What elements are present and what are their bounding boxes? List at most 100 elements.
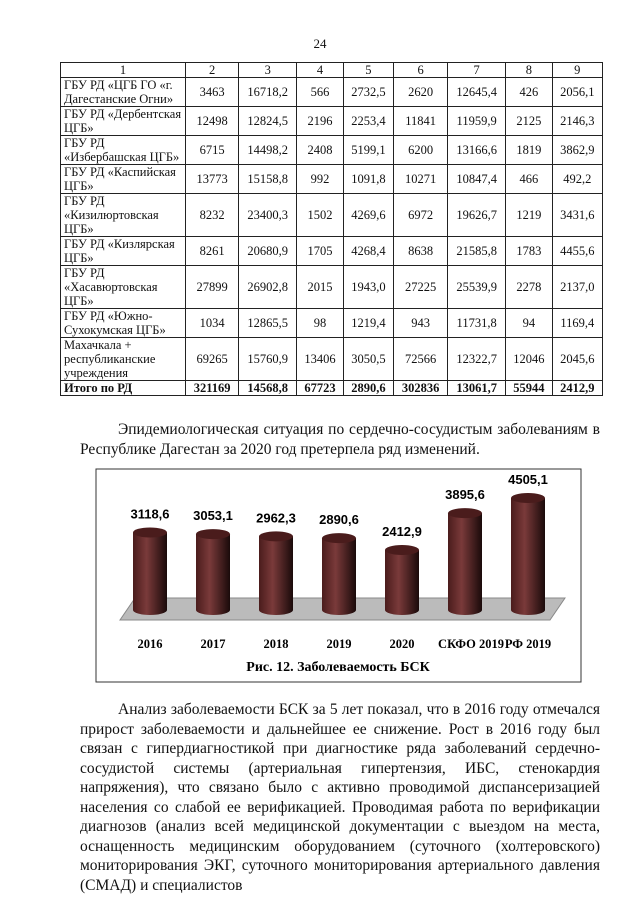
table-cell: 94 — [505, 308, 553, 338]
table-row: ГБУ РД «Дербентская ЦГБ» 12498 12824,5 2196… — [60, 106, 604, 136]
table-cell: 3431,6 — [551, 193, 604, 237]
table-cell: ГБУ РД «Южно-Сухокумская ЦГБ» — [60, 308, 186, 338]
paragraph: Эпидемиологическая ситуация по сердечно-… — [80, 421, 600, 458]
header-cell: 9 — [551, 62, 604, 78]
table-cell: 992 — [296, 164, 344, 194]
table-cell: 27225 — [393, 265, 449, 309]
table-cell: 2278 — [505, 265, 553, 309]
table-cell: 1943,0 — [342, 265, 395, 309]
table-cell: 14498,2 — [238, 135, 298, 165]
bar-top — [385, 545, 419, 556]
table-cell: 2196 — [296, 106, 344, 136]
table-cell: 492,2 — [551, 164, 604, 194]
table-cell: 321169 — [184, 380, 240, 396]
table-cell: 27899 — [184, 265, 240, 309]
table-cell: 1034 — [184, 308, 240, 338]
table-cell: 1091,8 — [342, 164, 395, 194]
table-cell: 13061,7 — [447, 380, 507, 396]
table-cell: 4269,6 — [342, 193, 395, 237]
table-cell: 19626,7 — [447, 193, 507, 237]
table-row: Махачкала + республиканские учреждения 69… — [60, 337, 604, 381]
table-cell: Итого по РД — [60, 380, 186, 396]
table-cell: 72566 — [393, 337, 449, 381]
table-cell: 1219 — [505, 193, 553, 237]
table-cell: 13406 — [296, 337, 344, 381]
table-row: Итого по РД 321169 14568,8 67723 2890,6 30283… — [60, 380, 604, 396]
table-cell: 302836 — [393, 380, 449, 396]
table-cell: 426 — [505, 77, 553, 107]
table-cell: ГБУ РД «Избербашская ЦГБ» — [60, 135, 186, 165]
table-row: ГБУ РД «Каспийская ЦГБ» 13773 15158,8 992 10… — [60, 164, 604, 194]
table-cell: 55944 — [505, 380, 553, 396]
table-cell: 1219,4 — [342, 308, 395, 338]
table-cell: 13773 — [184, 164, 240, 194]
value-label: 4505,1 — [508, 472, 548, 487]
table-cell: 10847,4 — [447, 164, 507, 194]
table-cell: 67723 — [296, 380, 344, 396]
table-cell: 566 — [296, 77, 344, 107]
table-cell: 16718,2 — [238, 77, 298, 107]
table-cell: 4268,4 — [342, 236, 395, 266]
category-label: РФ 2019 — [505, 637, 551, 651]
table-cell: 12645,4 — [447, 77, 507, 107]
table-cell: Махачкала + республиканские учреждения — [60, 337, 186, 381]
table-cell: ГБУ РД «Кизилюртовская ЦГБ» — [60, 193, 186, 237]
table-cell: 12046 — [505, 337, 553, 381]
table-cell: 6200 — [393, 135, 449, 165]
table-cell: 12824,5 — [238, 106, 298, 136]
table-cell: 943 — [393, 308, 449, 338]
value-label: 2962,3 — [256, 510, 296, 525]
category-label: 2020 — [390, 637, 415, 651]
bar-top — [322, 533, 356, 544]
header-cell: 4 — [296, 62, 344, 78]
table-cell: 2732,5 — [342, 77, 395, 107]
table-cell: 5199,1 — [342, 135, 395, 165]
bar-top — [133, 527, 167, 538]
bar — [385, 550, 419, 615]
table-cell: 6715 — [184, 135, 240, 165]
table-cell: 6972 — [393, 193, 449, 237]
table-cell: 98 — [296, 308, 344, 338]
category-label: 2017 — [201, 637, 226, 651]
value-label: 3053,1 — [193, 508, 233, 523]
bar-top — [448, 508, 482, 519]
table-cell: 69265 — [184, 337, 240, 381]
data-table: 1 2 3 4 5 6 7 8 9 ГБУ РД «ЦГБ ГО «г. Дагестанские… — [60, 62, 604, 396]
table-row: ГБУ РД «Южно-Сухокумская ЦГБ» 1034 12865,5… — [60, 308, 604, 338]
table-cell: 13166,6 — [447, 135, 507, 165]
bar-top — [196, 529, 230, 540]
table-cell: 2056,1 — [551, 77, 604, 107]
table-cell: 3862,9 — [551, 135, 604, 165]
table-cell: 25539,9 — [447, 265, 507, 309]
table-cell: 2408 — [296, 135, 344, 165]
bar — [196, 534, 230, 615]
table-cell: ГБУ РД «Кизлярская ЦГБ» — [60, 236, 186, 266]
table-cell: 12498 — [184, 106, 240, 136]
table-cell: 12322,7 — [447, 337, 507, 381]
bar — [511, 498, 545, 615]
table-cell: 10271 — [393, 164, 449, 194]
header-cell: 3 — [238, 62, 298, 78]
bar — [133, 532, 167, 615]
paragraph: Анализ заболеваемости БСК за 5 лет показ… — [80, 701, 600, 894]
table-cell: ГБУ РД «ЦГБ ГО «г. Дагестанские Огни» — [60, 77, 186, 107]
table-cell: 23400,3 — [238, 193, 298, 237]
table-cell: 20680,9 — [238, 236, 298, 266]
table-cell: 2137,0 — [551, 265, 604, 309]
value-label: 3895,6 — [445, 487, 485, 502]
table-cell: 1819 — [505, 135, 553, 165]
bar — [322, 538, 356, 615]
table-cell: 2146,3 — [551, 106, 604, 136]
table-cell: ГБУ РД «Дербентская ЦГБ» — [60, 106, 186, 136]
table-cell: 3050,5 — [342, 337, 395, 381]
table-cell: ГБУ РД «Хасавюртовская ЦГБ» — [60, 265, 186, 309]
table-cell: 2253,4 — [342, 106, 395, 136]
bar — [259, 536, 293, 615]
bar-top — [259, 531, 293, 542]
table-row: ГБУ РД «ЦГБ ГО «г. Дагестанские Огни» 346… — [60, 77, 604, 107]
header-cell: 5 — [342, 62, 395, 78]
table-row: ГБУ РД «Кизлярская ЦГБ» 8261 20680,9 1705 42… — [60, 236, 604, 266]
table-cell: 11959,9 — [447, 106, 507, 136]
